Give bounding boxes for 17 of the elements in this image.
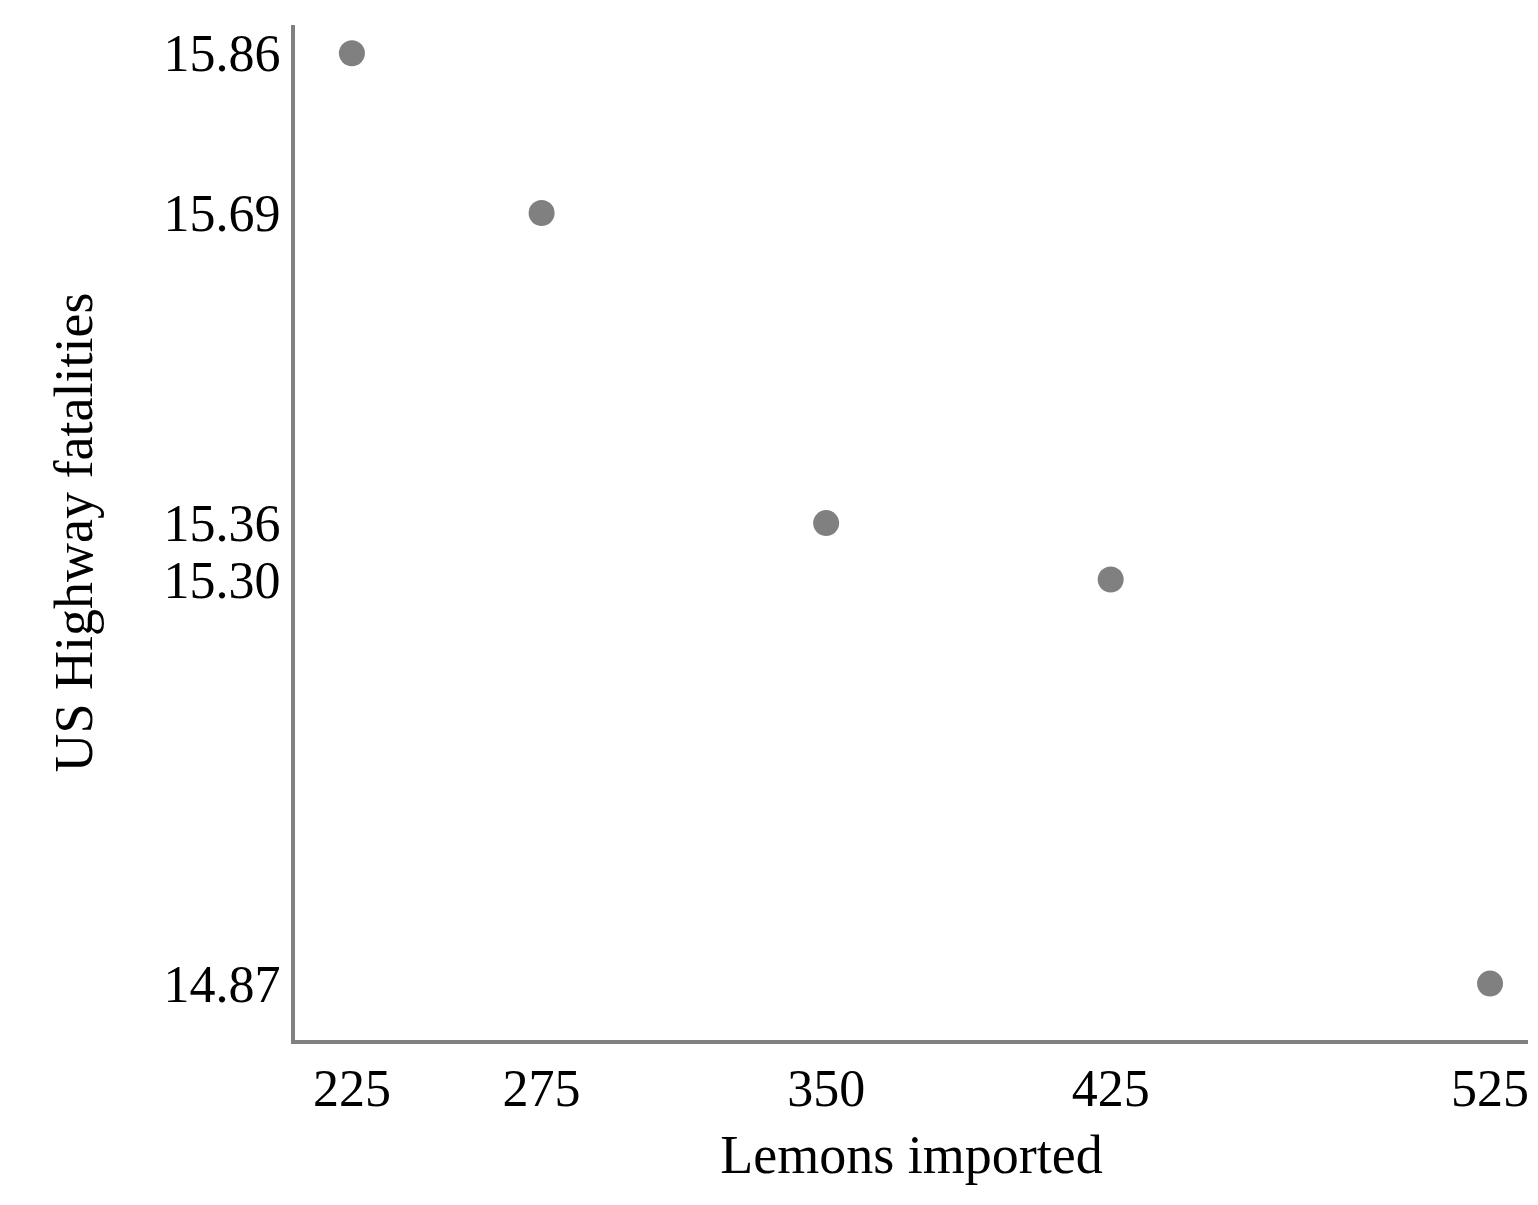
- y-tick-label: 14.87: [163, 955, 281, 1013]
- x-axis-title: Lemons imported: [720, 1125, 1103, 1186]
- point: [1477, 970, 1504, 997]
- x-tick-label: 225: [312, 1060, 391, 1118]
- y-tick-label: 15.30: [163, 551, 281, 609]
- point: [1097, 566, 1124, 593]
- x-tick-label: 525: [1451, 1060, 1530, 1118]
- y-axis-title: US Highway fatalities: [43, 292, 104, 773]
- x-tick-label: 425: [1071, 1060, 1150, 1118]
- x-tick-label: 350: [787, 1060, 866, 1118]
- y-tick-label: 15.86: [163, 25, 281, 83]
- y-tick-label: 15.36: [163, 495, 281, 553]
- point: [813, 510, 840, 537]
- point: [528, 199, 555, 226]
- point: [338, 40, 365, 67]
- y-tick-label: 15.69: [163, 185, 281, 243]
- x-tick-label: 275: [502, 1060, 581, 1118]
